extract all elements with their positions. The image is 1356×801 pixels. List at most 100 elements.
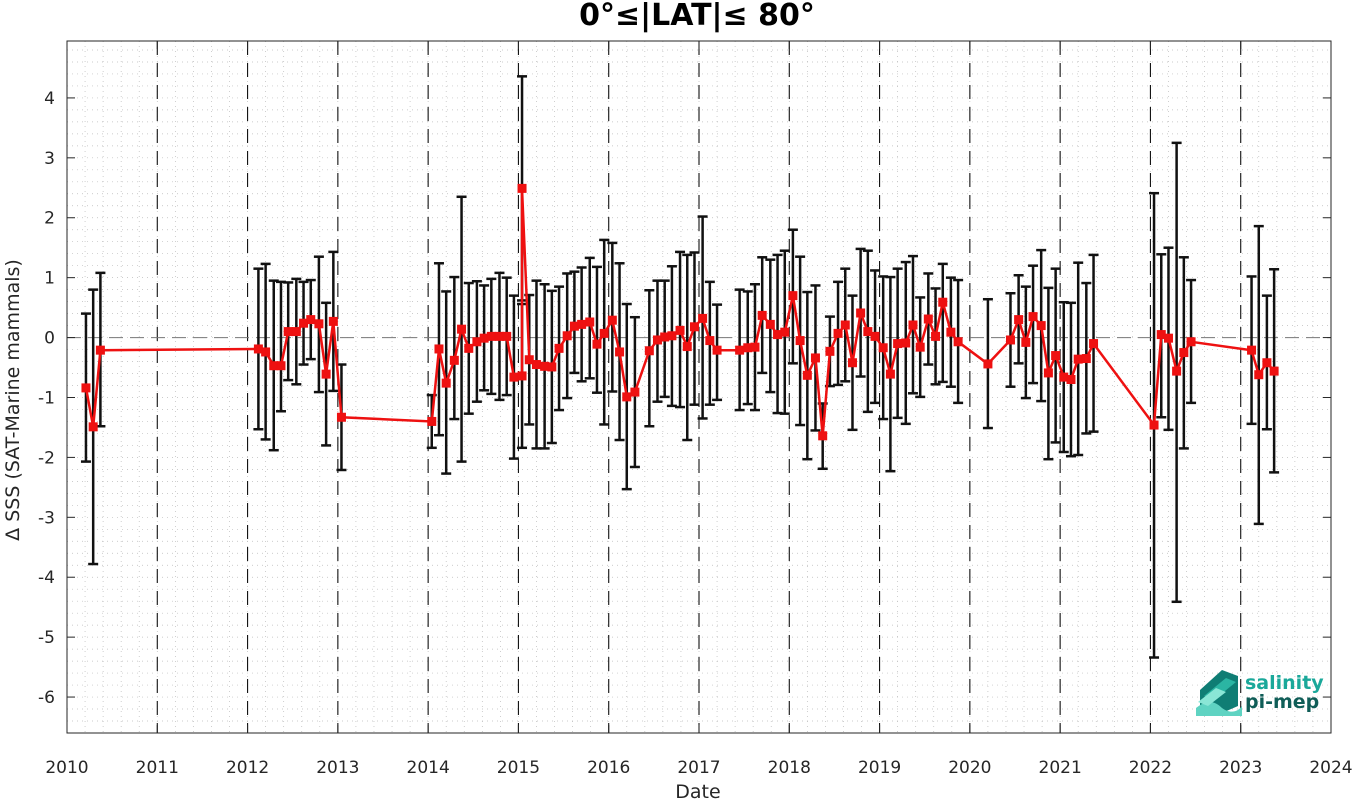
- data-point: [840, 320, 850, 330]
- x-tick-label: 2021: [1039, 758, 1082, 778]
- data-point: [502, 331, 512, 341]
- data-point: [562, 331, 572, 341]
- y-tick-label: 4: [44, 89, 55, 109]
- data-point: [441, 378, 451, 388]
- data-point: [1021, 337, 1031, 347]
- data-point: [314, 319, 324, 329]
- data-point: [795, 336, 805, 346]
- logo-wave-icon: [1196, 670, 1242, 716]
- data-point: [698, 313, 708, 323]
- y-tick-labels: 4 3 2 1 0 -1 -2 -3 -4 -5 -6: [38, 89, 55, 708]
- data-point: [577, 319, 587, 329]
- data-point: [953, 337, 963, 347]
- x-tick-label: 2011: [136, 758, 179, 778]
- data-point: [276, 361, 286, 371]
- data-point: [931, 331, 941, 341]
- data-point: [712, 345, 722, 355]
- x-tick-label: 2020: [948, 758, 991, 778]
- data-point: [856, 308, 866, 318]
- x-tick-label: 2012: [226, 758, 269, 778]
- data-point: [946, 327, 956, 337]
- data-point: [88, 422, 98, 432]
- data-point: [810, 353, 820, 363]
- data-point: [592, 339, 602, 349]
- data-point: [531, 360, 541, 370]
- data-point: [923, 314, 933, 324]
- data-point: [765, 319, 775, 329]
- salinity-pimep-logo: salinity pi-mep: [1196, 670, 1324, 716]
- data-point: [1163, 333, 1173, 343]
- data-point: [1172, 366, 1182, 376]
- data-point: [1254, 370, 1264, 380]
- data-point: [705, 336, 715, 346]
- data-point: [1269, 366, 1279, 376]
- y-tick-label: -6: [38, 688, 55, 708]
- data-point: [1081, 354, 1091, 364]
- data-point: [547, 362, 557, 372]
- data-point: [780, 327, 790, 337]
- data-point: [599, 328, 609, 338]
- data-point: [464, 343, 474, 353]
- x-tick-label: 2022: [1129, 758, 1172, 778]
- y-tick-label: -1: [38, 388, 55, 408]
- grid-layer: [67, 41, 1331, 734]
- y-tick-label: -3: [38, 508, 55, 528]
- x-tick-label: 2015: [497, 758, 540, 778]
- year-separators: [156, 41, 1242, 733]
- data-point: [306, 315, 316, 325]
- data-point: [1073, 354, 1083, 364]
- data-point: [667, 331, 677, 341]
- data-point: [885, 369, 895, 379]
- data-point: [291, 327, 301, 337]
- y-tick-label: -2: [38, 448, 55, 468]
- series-markers: [81, 183, 1279, 441]
- data-point: [283, 327, 293, 337]
- x-tick-label: 2023: [1219, 758, 1262, 778]
- data-point: [983, 359, 993, 369]
- x-tick-label: 2018: [768, 758, 811, 778]
- data-point: [1262, 358, 1272, 368]
- y-axis-label: Δ SSS (SAT-Marine mammals): [2, 259, 24, 541]
- data-point: [486, 331, 496, 341]
- logo-line2: pi-mep: [1245, 691, 1319, 713]
- data-point: [517, 183, 527, 193]
- data-point: [509, 372, 519, 382]
- data-point: [321, 369, 331, 379]
- data-point: [95, 345, 105, 355]
- x-tick-label: 2014: [407, 758, 450, 778]
- error-bars: [80, 75, 1280, 659]
- y-tick-label: 1: [44, 269, 55, 289]
- x-tick-label: 2016: [587, 758, 630, 778]
- data-point: [750, 342, 760, 352]
- data-point: [735, 345, 745, 355]
- data-point: [675, 325, 685, 335]
- y-tick-label: -5: [38, 628, 55, 648]
- data-point: [938, 297, 948, 307]
- data-point: [878, 343, 888, 353]
- data-point: [644, 346, 654, 356]
- data-point: [1066, 375, 1076, 385]
- data-point: [1051, 351, 1061, 361]
- x-tick-labels: 2010 2011 2012 2013 2014 2015 2016 2017 2018 2019…: [45, 758, 1352, 778]
- data-point: [908, 320, 918, 330]
- data-point: [615, 347, 625, 357]
- x-tick-label: 2010: [45, 758, 88, 778]
- data-point: [457, 324, 467, 334]
- data-point: [1247, 345, 1257, 355]
- data-point: [870, 331, 880, 341]
- data-point: [554, 343, 564, 353]
- data-point: [427, 416, 437, 426]
- logo-line1: salinity: [1245, 672, 1324, 694]
- x-tick-label: 2024: [1309, 758, 1352, 778]
- x-tick-label: 2019: [858, 758, 901, 778]
- data-point: [81, 383, 91, 393]
- data-point: [622, 392, 632, 402]
- data-point: [1014, 315, 1024, 325]
- data-point: [517, 371, 527, 381]
- y-tick-label: 2: [44, 209, 55, 229]
- data-point: [818, 431, 828, 441]
- tick-marks: [66, 41, 1332, 733]
- data-point: [1186, 337, 1196, 347]
- data-point: [1043, 368, 1053, 378]
